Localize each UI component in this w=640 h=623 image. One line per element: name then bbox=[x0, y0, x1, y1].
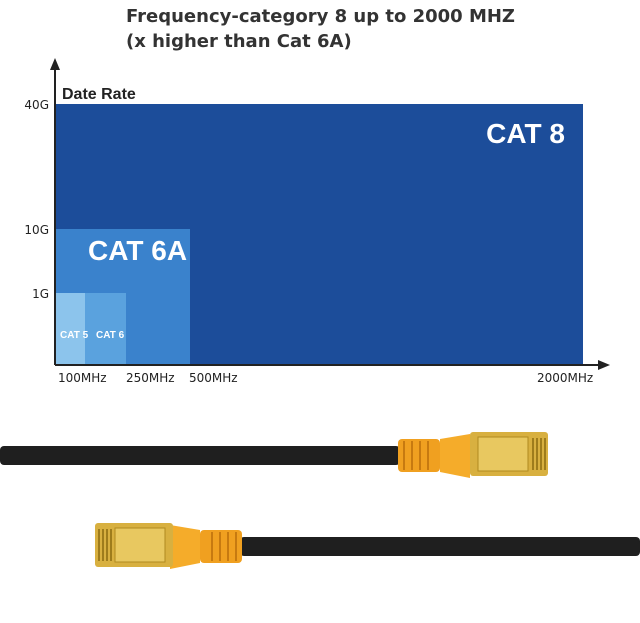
upper-boot-ribs bbox=[403, 441, 429, 470]
x-tick-100mhz: 100MHz bbox=[58, 371, 107, 385]
area-cat-5 bbox=[55, 293, 85, 365]
upper-plug-shield bbox=[477, 436, 529, 472]
label-cat-8: CAT 8 bbox=[486, 118, 565, 149]
y-tick-10g: 10G bbox=[24, 223, 49, 237]
lower-plug-contacts bbox=[98, 529, 112, 561]
upper-cable-wire bbox=[0, 446, 400, 465]
upper-plug-contacts bbox=[532, 438, 546, 470]
label-cat-6a: CAT 6A bbox=[88, 235, 187, 266]
y-axis-label: Date Rate bbox=[62, 86, 136, 103]
lower-cable bbox=[95, 523, 640, 569]
y-tick-labels: 40G 10G 1G bbox=[24, 98, 49, 301]
series-labels: CAT 8 CAT 6A CAT 6 CAT 5 bbox=[60, 118, 565, 341]
y-tick-40g: 40G bbox=[24, 98, 49, 112]
chart-title: Frequency-category 8 up to 2000 MHZ (x h… bbox=[126, 4, 515, 54]
x-tick-labels: 100MHz 250MHz 500MHz 2000MHz bbox=[58, 371, 593, 385]
lower-boot-ribs bbox=[211, 532, 237, 561]
x-axis-arrow bbox=[598, 360, 610, 370]
title-line-1: Frequency-category 8 up to 2000 MHZ bbox=[126, 6, 515, 27]
x-tick-2000mhz: 2000MHz bbox=[537, 371, 593, 385]
chart-areas bbox=[55, 104, 583, 365]
lower-plug-shield bbox=[114, 527, 166, 563]
y-tick-1g: 1G bbox=[32, 287, 49, 301]
upper-boot-taper bbox=[440, 434, 470, 478]
lower-cable-wire bbox=[240, 537, 640, 556]
label-cat-5: CAT 5 bbox=[60, 330, 89, 341]
chart-axes bbox=[50, 58, 610, 370]
upper-cable bbox=[0, 432, 548, 478]
x-tick-500mhz: 500MHz bbox=[189, 371, 238, 385]
lower-boot-taper bbox=[170, 525, 200, 569]
y-axis-arrow bbox=[50, 58, 60, 70]
x-tick-250mhz: 250MHz bbox=[126, 371, 175, 385]
frequency-chart: Date Rate 40G 10G 1G 100MHz 250MHz 500MHz 200… bbox=[24, 58, 610, 385]
label-cat-6: CAT 6 bbox=[96, 330, 125, 341]
title-line-2: (x higher than Cat 6A) bbox=[126, 31, 352, 52]
